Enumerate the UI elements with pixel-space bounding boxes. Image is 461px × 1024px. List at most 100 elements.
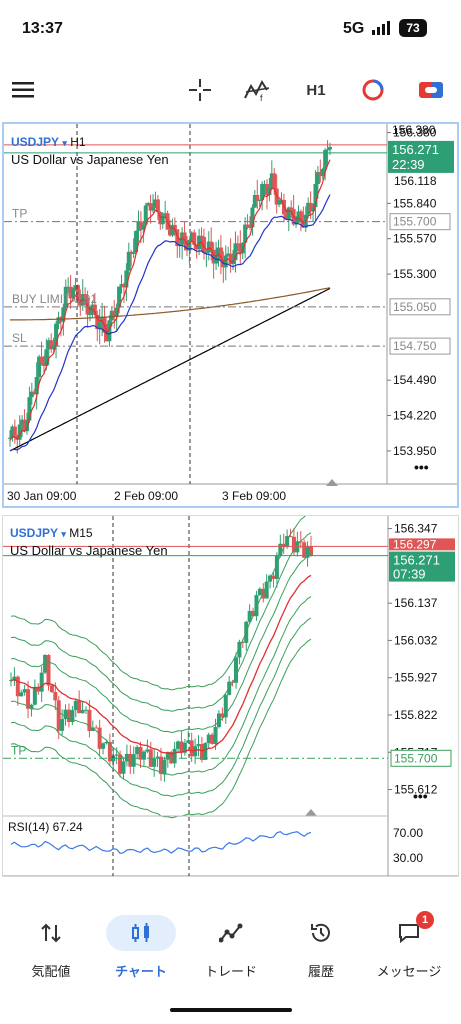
candle	[206, 734, 211, 744]
candle	[313, 183, 318, 208]
candle	[54, 323, 59, 347]
candle	[68, 286, 73, 299]
bottom-tab-bar: 気配値 チャート トレード 履歴 1 メッセージ	[0, 905, 461, 995]
messages-icon: 1	[364, 911, 454, 951]
candle	[162, 759, 167, 774]
candle	[172, 748, 177, 764]
dropdown-icon[interactable]: ▾	[61, 529, 66, 539]
candle	[10, 426, 15, 438]
candle	[43, 655, 48, 673]
level-tag-box	[390, 749, 452, 767]
candle	[163, 213, 168, 216]
h1-symbol-header[interactable]: USDJPY ▾ H1	[11, 135, 86, 149]
y-tick-label: 155.822	[394, 708, 438, 722]
signal-icon	[372, 21, 390, 35]
candle	[32, 686, 37, 705]
status-bar: 13:37 5G 73	[0, 0, 461, 60]
candle	[311, 207, 316, 212]
objects-icon[interactable]	[358, 74, 388, 106]
indicators-icon[interactable]: f	[242, 74, 272, 106]
dropdown-icon[interactable]: ▾	[62, 138, 67, 148]
candle	[209, 241, 214, 250]
candle	[176, 741, 181, 749]
x-tick-label: 2 Feb 09:00	[114, 489, 178, 503]
candle	[155, 199, 160, 213]
candle	[223, 694, 228, 718]
candle	[158, 212, 163, 225]
candle	[204, 252, 209, 254]
candle	[104, 332, 109, 342]
candle	[109, 310, 114, 321]
candle	[264, 183, 269, 196]
candle	[9, 680, 13, 682]
candle	[189, 740, 194, 757]
h1-chart-canvas[interactable]: 156.380 155.840 155.570 155.300 154.490 154.2…	[4, 124, 457, 506]
candle	[88, 314, 92, 316]
candle	[143, 205, 148, 225]
candle	[104, 741, 109, 744]
candle	[257, 200, 262, 202]
tab-label: トレード	[204, 964, 257, 979]
ask-tag-label: 156.297	[393, 537, 437, 551]
candle	[308, 202, 313, 212]
tab-chart[interactable]: チャート	[96, 915, 186, 985]
m15-chart-canvas[interactable]: 156.347 156.137 156.032 155.927 155.822 155.7…	[3, 516, 458, 876]
candle	[309, 546, 313, 556]
tab-messages[interactable]: 1 メッセージ	[364, 911, 454, 985]
history-icon	[276, 915, 366, 951]
tab-history[interactable]: 履歴	[276, 915, 366, 985]
y-tick-label: 153.950	[393, 444, 437, 458]
candle	[168, 229, 172, 236]
candle	[257, 588, 262, 596]
candle	[49, 340, 54, 350]
rsi-level-label: 70.00	[393, 826, 423, 840]
candle	[234, 657, 238, 683]
candle	[245, 224, 250, 227]
level-label: SL	[12, 331, 27, 345]
candle	[39, 356, 44, 363]
envelope-band-line	[10, 516, 306, 691]
menu-icon[interactable]	[10, 74, 36, 106]
crosshair-icon[interactable]	[186, 74, 214, 106]
trade-panel-icon[interactable]	[416, 74, 446, 106]
candle	[95, 314, 100, 330]
level-label: TP	[12, 207, 27, 221]
candle	[134, 230, 139, 253]
tab-quotes[interactable]: 気配値	[6, 915, 96, 985]
candle	[165, 751, 170, 760]
m15-symbol[interactable]: USDJPY	[10, 526, 59, 540]
candle	[117, 286, 122, 308]
candle	[281, 543, 286, 548]
unread-badge: 1	[416, 911, 434, 929]
candle	[41, 362, 46, 366]
candle	[36, 686, 41, 692]
candle	[97, 322, 102, 330]
candle	[53, 692, 58, 701]
candle	[251, 610, 256, 617]
candle	[216, 713, 221, 727]
candle	[305, 546, 310, 558]
h1-symbol[interactable]: USDJPY	[11, 135, 60, 149]
candle	[121, 284, 126, 288]
candle	[100, 317, 105, 323]
tab-trade[interactable]: トレード	[186, 915, 276, 985]
candle	[112, 310, 117, 317]
chart-h1[interactable]: 156.380 155.840 155.570 155.300 154.490 154.2…	[2, 122, 459, 508]
chart-m15[interactable]: 156.347 156.137 156.032 155.927 155.822 155.7…	[2, 515, 459, 877]
candle	[264, 581, 269, 599]
candle	[201, 237, 206, 253]
m15-symbol-header[interactable]: USDJPY ▾ M15	[10, 526, 93, 540]
status-time: 13:37	[22, 20, 63, 37]
network-label: 5G	[343, 20, 365, 37]
timeframe-button[interactable]: H1	[306, 81, 326, 99]
candle	[206, 241, 211, 253]
ma-slow-line	[9, 287, 331, 452]
candle	[138, 221, 143, 230]
tab-label: チャート	[115, 964, 167, 979]
candle	[175, 229, 180, 247]
y-tick-label: 154.490	[393, 373, 437, 387]
candle	[210, 734, 215, 744]
candle	[145, 749, 150, 752]
candle	[131, 754, 136, 767]
candle	[193, 746, 198, 757]
